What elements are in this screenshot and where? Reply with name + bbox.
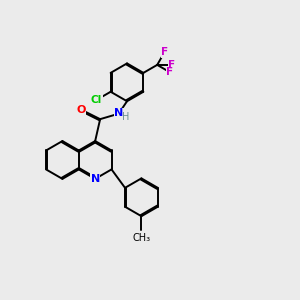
Text: F: F — [168, 60, 175, 70]
Text: CH₃: CH₃ — [132, 233, 151, 243]
Text: N: N — [91, 174, 100, 184]
Text: F: F — [166, 67, 173, 77]
Text: F: F — [161, 47, 168, 57]
Text: O: O — [76, 105, 86, 115]
Text: H: H — [122, 112, 130, 122]
Text: N: N — [114, 108, 124, 118]
Text: Cl: Cl — [91, 95, 102, 105]
